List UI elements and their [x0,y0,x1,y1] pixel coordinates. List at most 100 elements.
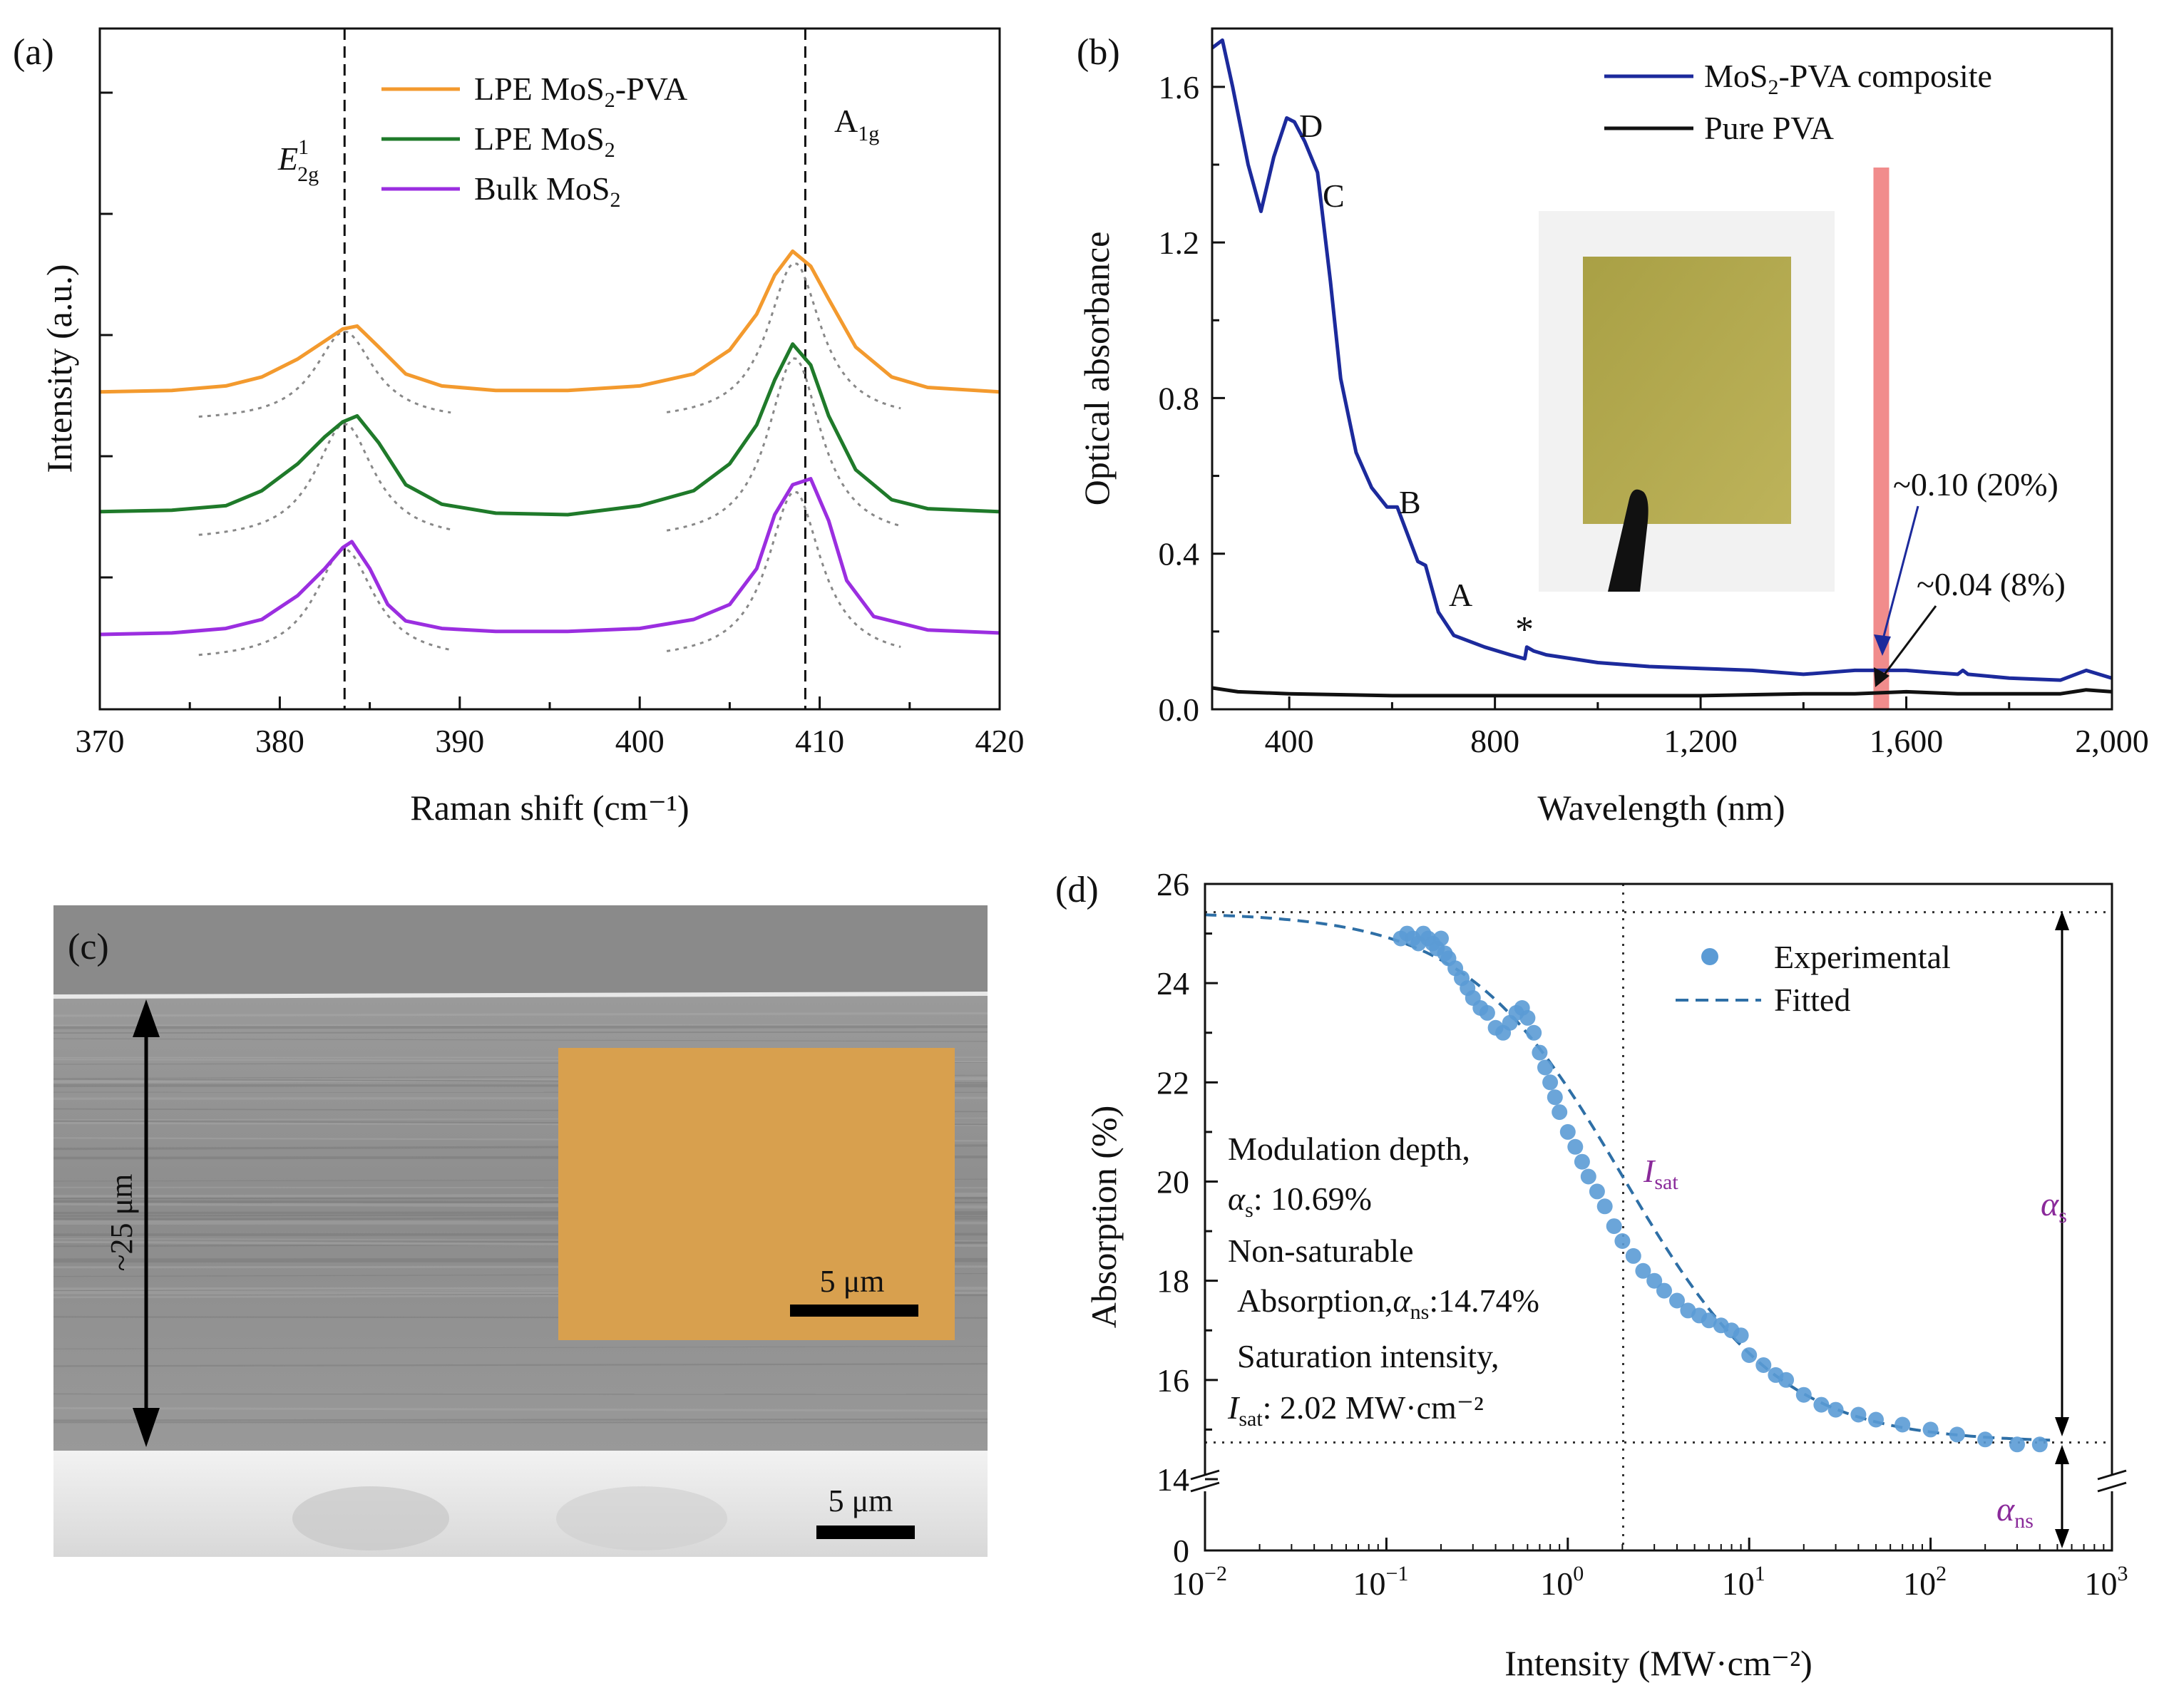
series-pure-pva [1212,686,2112,698]
alpha-s-label: αs [2041,1185,2067,1228]
main-scalebar [816,1526,915,1539]
experimental-point [1850,1406,1867,1423]
d-ytick-label-26: 26 [1157,866,1189,902]
thickness-label: ~25 μm [104,1174,139,1272]
panel-b-label: (b) [1077,32,1120,73]
experimental-point [1741,1347,1758,1363]
experimental-point [1625,1247,1641,1264]
fit-line-6: Isat: 2.02 MW·cm⁻² [1227,1389,1484,1431]
panel-b-xlabel: Wavelength (nm) [1537,788,1785,828]
experimental-point [1656,1282,1672,1299]
b-ytick-label-1.2: 1.2 [1159,225,1200,261]
experimental-point [1567,1138,1584,1155]
film-top-edge [53,992,988,999]
experimental-point [1894,1416,1911,1433]
annotation-004-arrow [1881,605,1937,678]
sem-inset-image [558,1048,955,1340]
panel-d-frame [1204,883,2113,1552]
series-lpe-mos2 [100,342,1000,517]
annotation-004: ~0.04 (8%) [1917,566,2066,602]
b-xtick-label-400: 400 [1265,723,1314,759]
fit-line-1: Modulation depth, [1228,1131,1470,1167]
experimental-point [1795,1387,1812,1403]
panel-b-frame [1211,27,2113,711]
panel-b-ylabel: Optical absorbance [1077,232,1117,506]
legend-experimental-marker [1701,948,1718,965]
sem-striation [53,1031,988,1034]
panel-c-sem: (c) ~25 μm 5 μm 5 μm [53,905,988,1557]
sem-striation [53,1418,988,1421]
annotation-010-arrow [1881,505,1919,642]
panel-b-legend: MoS2-PVA composite Pure PVA [1604,58,1992,146]
experimental-point [1778,1372,1795,1388]
d-ytick-label-24: 24 [1157,965,1189,1002]
experimental-point [1526,1024,1542,1041]
d-ytick-label-14: 14 [1157,1461,1189,1498]
experimental-point [1532,1044,1548,1061]
d-ytick-label-22: 22 [1157,1064,1189,1101]
peak-a-label: A [1449,577,1472,613]
panel-d-xlabel: Intensity (MW·cm⁻²) [1504,1643,1812,1683]
film-photo [1583,257,1791,524]
inset-scalebar-label: 5 μm [820,1264,885,1299]
b-ytick-label-1.6: 1.6 [1159,69,1200,106]
legend-fitted-label: Fitted [1774,982,1850,1018]
panel-d-ylabel: Absorption (%) [1084,1106,1124,1328]
b-ytick-label-0.4: 0.4 [1159,536,1200,572]
b-xtick-label-1,600: 1,600 [1870,723,1944,759]
experimental-point [2031,1436,2048,1453]
sem-striation [53,1346,988,1349]
sem-substrate [53,1451,988,1557]
peak-b-label: B [1399,484,1421,520]
peak-star-label: * [1515,609,1534,650]
lorentz-fit-2-1 [666,490,901,652]
experimental-point [1537,1059,1553,1076]
legend-label-bulk-mos2: Bulk MoS2 [474,170,620,212]
lorentz-fit-1-0 [198,423,451,536]
legend-label-lpe-mos2-pva: LPE MoS2-PVA [474,71,687,112]
experimental-point [1646,1272,1663,1289]
series-composite [1212,38,2112,682]
annotation-004-arrowhead [1874,667,1889,687]
panel-a-legend: LPE MoS2-PVA LPE MoS2 Bulk MoS2 [381,71,687,212]
panel-d-label: (d) [1055,870,1099,910]
tweezers-photo [1608,489,1648,592]
experimental-point [1580,1168,1596,1185]
b-xtick-label-800: 800 [1470,723,1519,759]
a-xtick-label-420: 420 [975,723,1025,759]
sem-striation [53,1038,988,1042]
experimental-point [1949,1426,1965,1443]
experimental-point [1596,1198,1613,1215]
peak-c-label: C [1323,178,1345,214]
sem-striation [53,1012,988,1017]
panel-d-saturable-absorption: (d) 0 14 16 18 20 22 24 26 10−2 10−1 100 101 102 103… [1055,866,2128,1683]
peak-d-label: D [1299,108,1323,144]
experimental-point [2009,1436,2025,1453]
panel-c-label: (c) [68,927,109,967]
a-xtick-label-400: 400 [615,723,665,759]
right-axis-break [2097,1481,2127,1493]
d-ytick-label-20: 20 [1157,1164,1189,1200]
d-ytick-label-18: 18 [1157,1263,1189,1300]
d-xtick-label-0: 10−2 [1171,1562,1227,1602]
experimental-point [1479,1004,1495,1021]
fit-line-4: Absorption,αns:14.74% [1237,1282,1539,1324]
experimental-point [1589,1183,1605,1200]
isat-label: Isat [1643,1153,1678,1194]
panel-b-absorbance: (b) 0.0 0.4 0.8 1.2 1.6 400 800 1,200 1,600 2,00… [1077,27,2149,828]
experimental-point [1542,1074,1559,1091]
panel-a-label: (a) [13,32,54,73]
sem-striation [53,1024,988,1027]
experimental-point [1977,1431,1994,1448]
d-ytick-label-16: 16 [1157,1362,1189,1399]
d-ytick-label-0: 0 [1173,1533,1189,1569]
fit-line-5: Saturation intensity, [1237,1338,1499,1374]
panel-a-raman: (a) 370 380 390 400 410 420 Raman shift (cm⁻¹… [13,27,1025,828]
panel-a-ylabel: Intensity (a.u.) [39,264,79,473]
annotation-010-arrowhead [1874,634,1891,656]
alpha-ns-label: αns [1996,1491,2034,1533]
fitted-curve [1205,913,2054,1442]
b-ytick-label-0.0: 0.0 [1159,691,1200,728]
experimental-point [1669,1292,1685,1309]
